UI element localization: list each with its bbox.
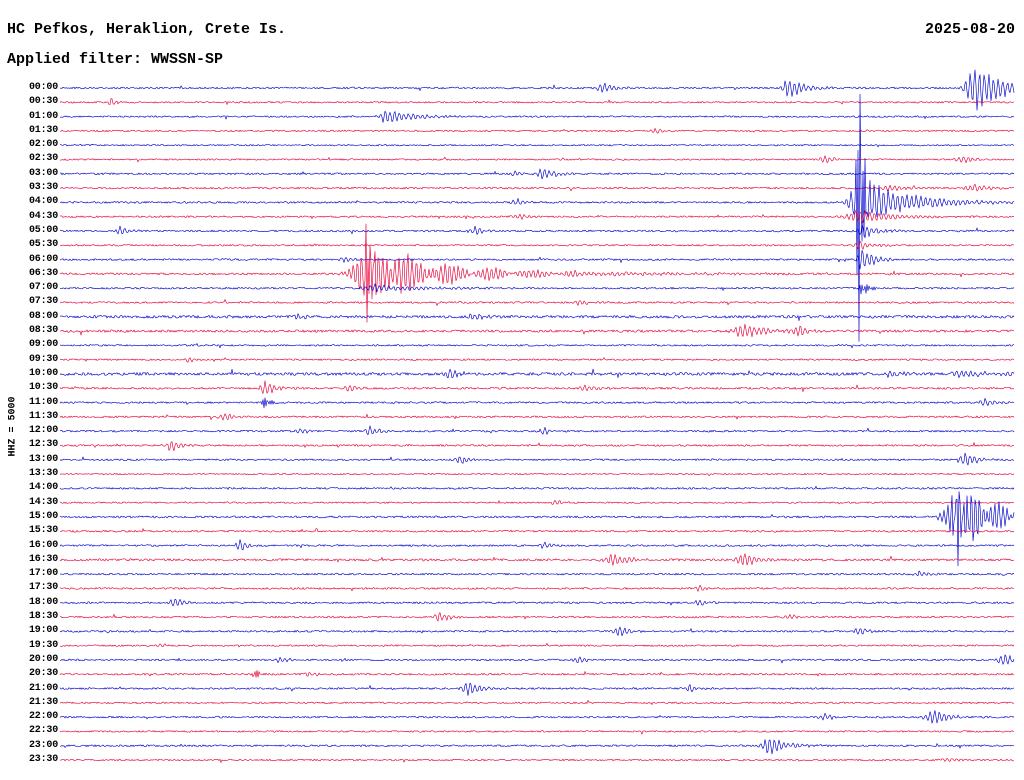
record-date: 2025-08-20 <box>924 21 1015 38</box>
station-title: HC Pefkos, Heraklion, Crete Is. <box>7 21 287 38</box>
applied-filter-label: Applied filter: WWSSN-SP <box>7 51 224 68</box>
channel-scale-label: HHZ = 5000 <box>7 396 19 457</box>
